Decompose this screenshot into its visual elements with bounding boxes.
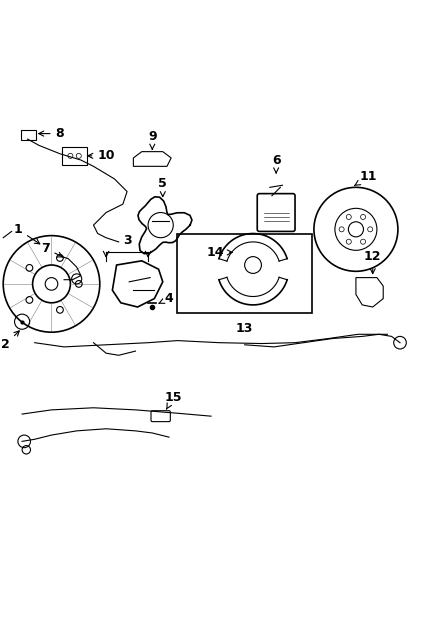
Bar [21, 130, 36, 140]
Text: 7: 7 [41, 242, 63, 257]
Text: 9: 9 [148, 130, 157, 149]
Text: 6: 6 [272, 154, 280, 173]
Circle shape [56, 255, 63, 262]
Text: 5: 5 [158, 177, 167, 197]
Text: 1: 1 [13, 223, 40, 244]
Circle shape [26, 297, 33, 304]
Text: 3: 3 [123, 234, 131, 248]
Text: 11: 11 [354, 170, 377, 185]
Text: 4: 4 [159, 292, 173, 305]
Text: 12: 12 [364, 250, 381, 274]
Text: 10: 10 [88, 149, 115, 163]
Text: 14: 14 [207, 246, 232, 259]
Text: 8: 8 [39, 127, 64, 140]
Text: 2: 2 [1, 331, 19, 351]
Circle shape [56, 307, 63, 313]
Circle shape [75, 281, 82, 287]
Bar [62, 147, 87, 165]
Circle shape [26, 265, 33, 271]
Text: 15: 15 [165, 391, 182, 409]
Text: 13: 13 [236, 322, 253, 335]
Circle shape [45, 277, 58, 290]
Bar [178, 234, 312, 313]
